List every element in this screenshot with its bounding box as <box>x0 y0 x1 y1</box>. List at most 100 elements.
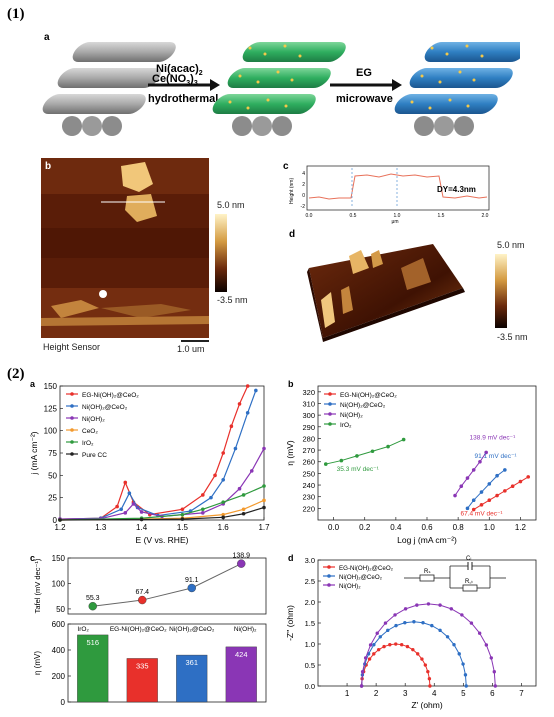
lsv-ylabel: j (mA cm⁻²) <box>29 431 39 475</box>
circuit-rct-label: R꜀ₜ <box>465 579 473 585</box>
lsv-series-point-0 <box>213 473 217 478</box>
section-1-label: (1) <box>7 6 25 22</box>
tafel-summary-point <box>138 595 147 605</box>
tafel-summary-value-label: 138.9 <box>232 553 250 560</box>
lsv-series-point-4 <box>221 500 225 504</box>
tafel-series-point-2 <box>453 493 457 498</box>
eis-series-point-1 <box>412 620 416 624</box>
svg-text:0.5: 0.5 <box>350 213 357 219</box>
tafel-summary-ytick-label: 50 <box>56 605 65 614</box>
eis-series-point-0 <box>399 642 404 647</box>
tafel-series-point-0 <box>510 484 515 489</box>
eis-xtick-label: 1 <box>345 689 350 698</box>
overpotential-bar <box>225 646 257 703</box>
eis-series-point-0 <box>423 663 428 667</box>
lsv-series-point-2 <box>262 446 266 451</box>
lsv-series-point-1 <box>245 411 250 415</box>
eis-series-point-2 <box>363 656 368 660</box>
eis-series-point-2 <box>469 621 474 625</box>
height-profile-yticks: -2 0 2 4 <box>301 171 306 210</box>
eis-series-point-1 <box>452 642 456 647</box>
eis-series-point-2 <box>484 643 489 647</box>
tafel-series-line-3 <box>325 439 404 465</box>
eis-series-line-1 <box>361 621 467 687</box>
tafel-legend-label: EG-Ni(OH)₂@CeO₂ <box>340 392 397 399</box>
overpotential-ytick-label: 400 <box>52 646 66 655</box>
eis-series-point-0 <box>382 644 386 649</box>
schematic-letter: a <box>44 32 50 43</box>
tafel-series-point-1 <box>471 498 476 502</box>
tafel-ytick-label: 280 <box>302 434 315 443</box>
lsv-series-point-2 <box>123 511 128 515</box>
eis-series-point-0 <box>388 642 392 647</box>
tafel-summary-line <box>92 563 242 607</box>
overpotential-value-label: 424 <box>235 650 248 659</box>
afm-image-letter: b <box>45 161 51 172</box>
lsv-ytick-label: 125 <box>44 404 58 413</box>
tafel-ytick-label: 290 <box>302 423 315 432</box>
tafel-series-point-3 <box>355 454 359 458</box>
eis-legend-label: EG-Ni(OH)₂@CeO₂ <box>339 565 394 572</box>
lsv-series-point-2 <box>131 502 136 506</box>
eis-series-point-1 <box>430 623 434 628</box>
tafel-series-point-0 <box>487 498 492 502</box>
eis-series-point-1 <box>386 628 390 633</box>
lsv-series-point-1 <box>221 478 225 482</box>
eis-series-point-1 <box>457 652 461 656</box>
lsv-ytick-label: 75 <box>48 449 57 458</box>
svg-text:0.0: 0.0 <box>306 213 313 219</box>
circuit-rct-resistor <box>462 584 478 592</box>
overpotential-value-label: 361 <box>185 658 198 667</box>
eis-series-point-0 <box>411 647 415 652</box>
tafel-series-point-2 <box>478 459 482 464</box>
tafel-slope-annotation: 91.1 mV dec⁻¹ <box>474 453 517 460</box>
eis-series-point-1 <box>463 673 468 677</box>
svg-text:0: 0 <box>302 193 305 199</box>
lsv-legend-label: Ni(OH)₂ <box>82 416 105 423</box>
lsv-series-point-0 <box>245 384 250 388</box>
eis-ytick-label: 2.5 <box>305 577 315 586</box>
lsv-xtick-label: 1.2 <box>54 523 66 532</box>
lsv-ytick-label: 0 <box>53 516 58 525</box>
overpotential-ylabel: η (mV) <box>33 651 42 675</box>
lsv-ytick-label: 50 <box>48 471 57 480</box>
overpotential-bar <box>77 634 109 703</box>
tafel-summary-value-label: 67.4 <box>135 589 149 596</box>
overpotential-category-label: IrO₂ <box>77 626 89 633</box>
overpotential-category-label: EG-Ni(OH)₂@CeO₂ <box>110 626 167 633</box>
eis-ytick-label: 3.0 <box>305 556 315 565</box>
tafel-legend-marker <box>328 422 332 426</box>
lsv-series-point-0 <box>123 480 128 485</box>
eis-series-point-2 <box>492 670 496 674</box>
overpotential-value-label: 516 <box>86 638 99 647</box>
tafel-summary-point <box>237 559 246 568</box>
afm-3d-letter: d <box>289 229 295 240</box>
afm-3d-colorbar <box>495 254 507 328</box>
tafel-ytick-label: 230 <box>302 493 315 502</box>
afm-colorbar-max: 5.0 nm <box>217 200 245 210</box>
eis-ytick-label: 2.0 <box>305 598 315 607</box>
tafel-summary-ylabel: Tafel (mV dec⁻¹) <box>33 558 42 613</box>
reagent-ce-nitrate: Ce(NO3)3 <box>152 73 198 87</box>
lsv-ytick-label: 150 <box>44 382 58 391</box>
eis-series-point-1 <box>372 642 376 647</box>
lsv-legend-label: IrO₂ <box>82 440 94 447</box>
lsv-series-point-5 <box>221 515 225 520</box>
tafel-legend-marker <box>328 412 332 416</box>
tafel-ytick-label: 310 <box>302 399 315 408</box>
hydrothermal-arrow <box>148 79 220 91</box>
eis-series-point-2 <box>449 607 454 611</box>
tafel-ytick-label: 270 <box>302 446 315 455</box>
eis-xtick-label: 7 <box>519 689 524 698</box>
tafel-series-point-3 <box>370 449 375 454</box>
tafel-series-point-2 <box>484 450 488 455</box>
overpotential-ytick-label: 0 <box>61 698 66 707</box>
eis-series-point-2 <box>460 613 464 617</box>
tafel-series-point-3 <box>386 444 390 449</box>
lsv-series-point-5 <box>58 518 62 522</box>
eis-series-line-0 <box>361 643 431 687</box>
tafel-letter: b <box>288 379 294 389</box>
eis-series-point-1 <box>403 621 407 625</box>
eg-label: EG <box>356 67 372 79</box>
eis-series-point-2 <box>426 602 431 606</box>
